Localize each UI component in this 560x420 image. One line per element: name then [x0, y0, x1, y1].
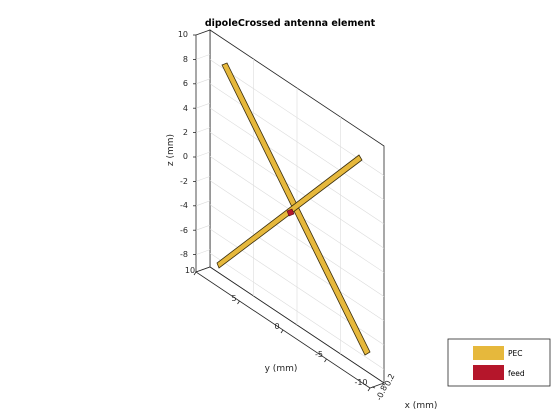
z-tick-label: 0 [183, 152, 188, 161]
y-axis: 10 5 0 -5 -10 y (mm) [185, 266, 371, 392]
y-tick-label: -10 [354, 378, 367, 387]
z-tick-label: -8 [180, 250, 188, 259]
z-tick-label: 6 [183, 79, 188, 88]
z-axis: 10 8 6 4 2 0 -2 -4 -6 -8 z (mm) [166, 30, 196, 259]
y-tick-label: 5 [231, 294, 236, 303]
side-wall [195, 29, 211, 273]
z-tick-label: 10 [178, 30, 188, 39]
grid-lines-side [195, 54, 211, 255]
x-axis-label: x (mm) [405, 401, 438, 411]
legend-label-pec: PEC [508, 349, 523, 358]
z-tick-label: 4 [183, 104, 188, 113]
y-tick-label: 10 [185, 266, 195, 275]
z-tick-label: 8 [183, 55, 188, 64]
feed-point [286, 208, 295, 217]
z-tick-label: -4 [180, 201, 188, 210]
z-tick-label: 2 [183, 128, 188, 137]
legend-swatch-pec [473, 346, 504, 360]
y-axis-label: y (mm) [265, 364, 298, 374]
z-tick-label: -6 [180, 226, 188, 235]
floor [195, 266, 385, 389]
x-tick-label: 0.2 [383, 372, 397, 387]
legend-swatch-feed [473, 365, 504, 380]
z-tick-label: -2 [180, 177, 188, 186]
y-tick-label: 0 [274, 322, 279, 331]
legend: PEC feed [447, 338, 551, 387]
antenna-elements [216, 62, 371, 356]
y-tick-label: -5 [315, 350, 323, 359]
grid-lines [209, 59, 385, 370]
figure-title: dipoleCrossed antenna element [205, 18, 376, 29]
legend-label-feed: feed [508, 369, 525, 378]
z-axis-label: z (mm) [166, 134, 176, 166]
